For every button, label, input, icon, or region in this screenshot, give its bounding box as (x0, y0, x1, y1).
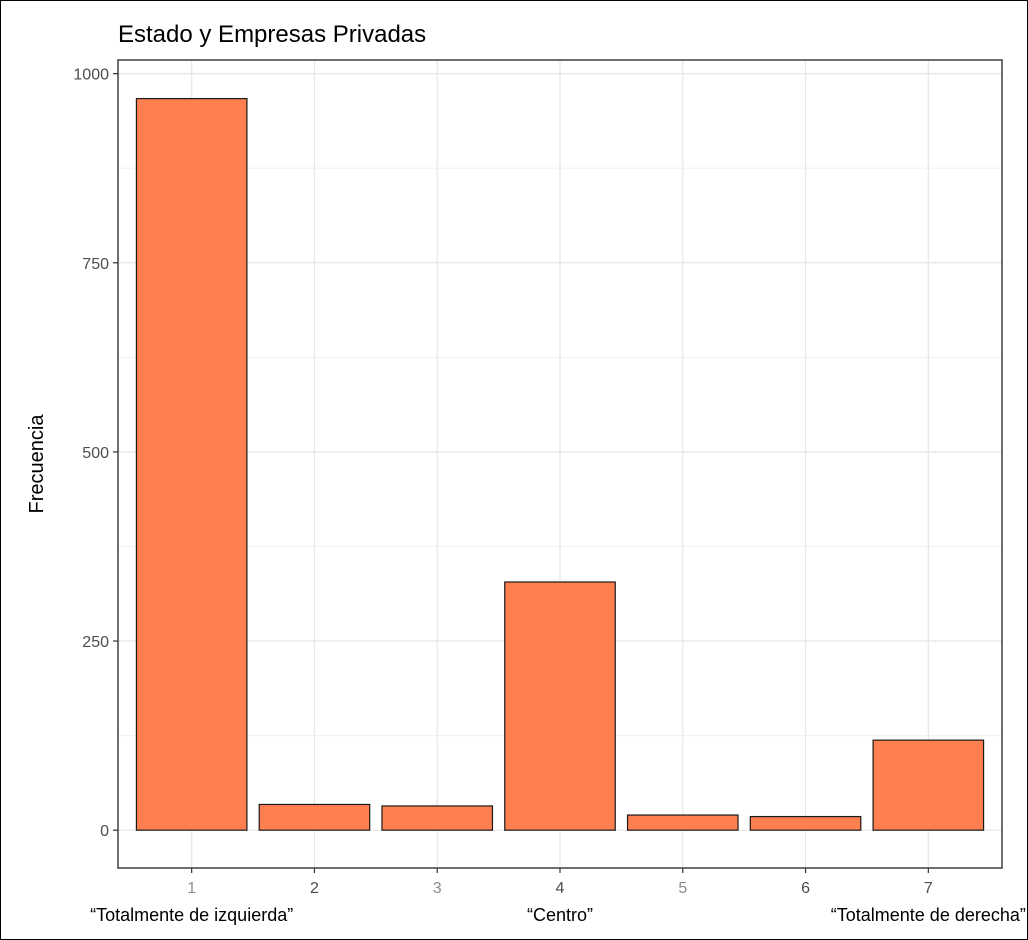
bar-3 (381, 805, 494, 831)
x-tick-label: 4 (556, 880, 565, 897)
bar-4 (504, 581, 616, 831)
bar-2 (258, 803, 371, 831)
chart-title: Estado y Empresas Privadas (118, 21, 426, 48)
bar-7 (872, 739, 985, 831)
y-axis-label: Frecuencia (26, 414, 48, 514)
y-tick-label: 750 (82, 256, 109, 273)
category-annotation: “Centro” (527, 905, 593, 925)
y-tick-label: 500 (82, 445, 109, 462)
x-tick-label: 1 (187, 880, 196, 897)
x-tick-label: 7 (924, 880, 933, 897)
y-tick-label: 0 (100, 823, 109, 840)
bar-6 (749, 815, 862, 831)
axes: 0 250 500 750 1000 1 2 3 4 5 6 7 “Totalmente de izqu… (73, 67, 1025, 925)
x-tick-label: 3 (433, 880, 442, 897)
bars (135, 97, 985, 831)
x-tick-label: 6 (801, 880, 810, 897)
x-tick-label: 2 (310, 880, 319, 897)
bar-1 (135, 97, 248, 831)
y-tick-label: 250 (82, 634, 109, 651)
category-annotation: “Totalmente de derecha” (831, 905, 1026, 925)
category-annotation: “Totalmente de izquierda” (90, 905, 293, 925)
bar-5 (626, 814, 739, 831)
y-tick-label: 1000 (73, 67, 109, 84)
x-tick-label: 5 (678, 880, 687, 897)
